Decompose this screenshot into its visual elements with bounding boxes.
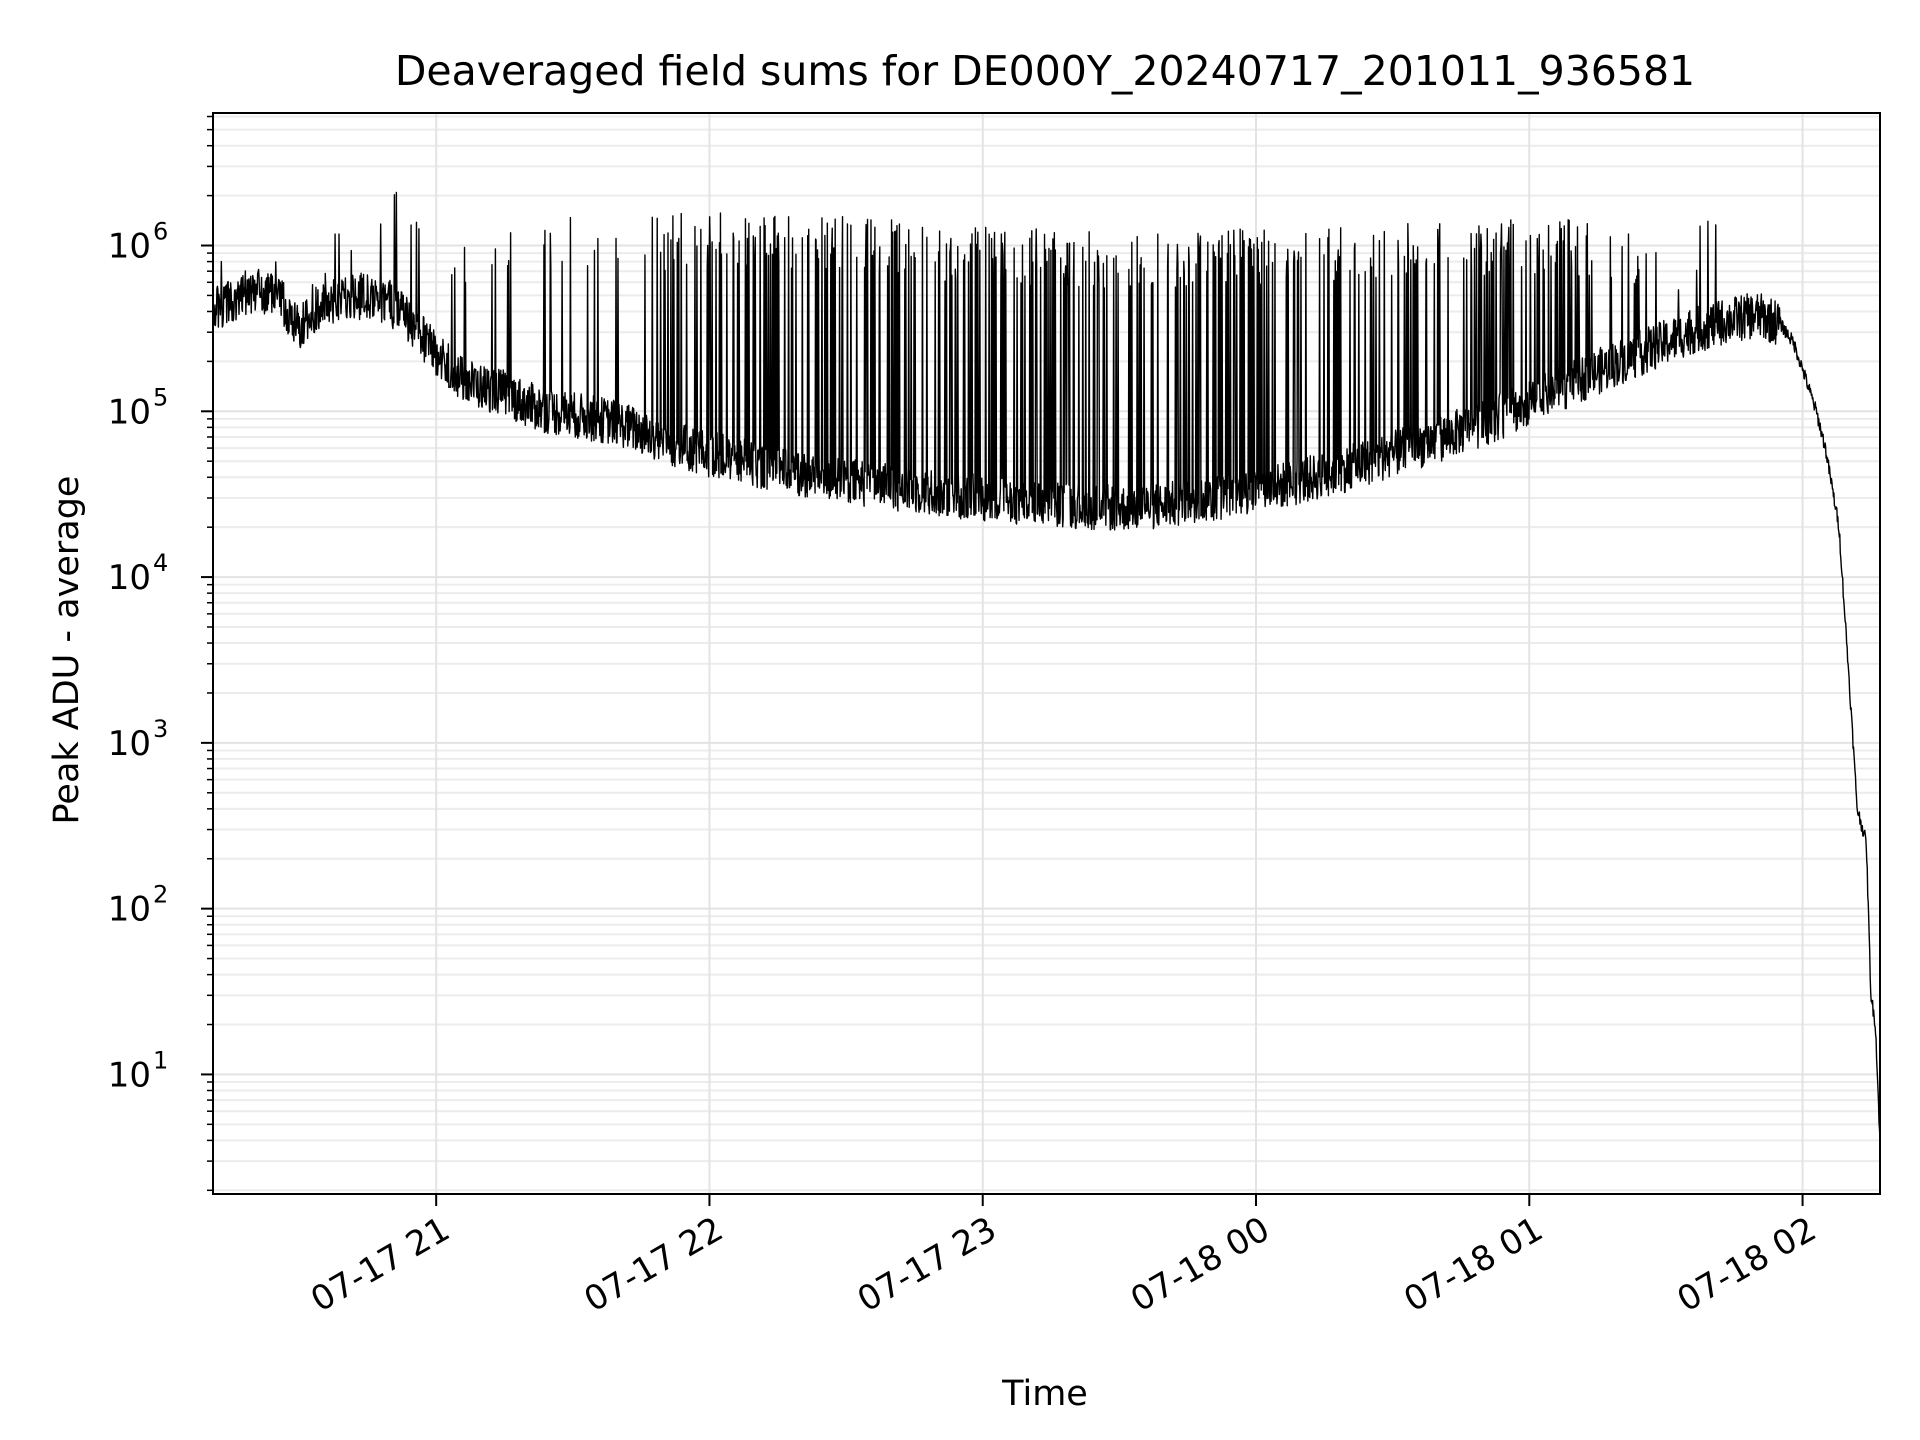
- y-tick-exponent: 2: [153, 881, 168, 909]
- y-tick-exponent: 1: [153, 1046, 168, 1074]
- y-tick-label: 10: [108, 227, 151, 267]
- y-tick-label: 10: [108, 392, 151, 432]
- y-tick-exponent: 4: [153, 549, 168, 577]
- y-tick-label: 10: [108, 558, 151, 598]
- y-axis-label: Peak ADU - average: [47, 476, 87, 825]
- minor-grid: [213, 115, 1880, 1192]
- plot-frame: [212, 112, 1881, 1195]
- series-line: [212, 191, 1881, 1139]
- y-tick-label: 10: [108, 890, 151, 930]
- y-tick-exponent: 5: [153, 383, 168, 411]
- y-tick-label: 10: [108, 1055, 151, 1095]
- series-layer: [212, 191, 1881, 1139]
- x-axis-label: Time: [1001, 1374, 1088, 1414]
- chart-title: Deaveraged field sums for DE000Y_2024071…: [395, 47, 1695, 95]
- y-tick-exponent: 3: [153, 715, 168, 743]
- y-tick-exponent: 6: [153, 218, 168, 246]
- y-tick-label: 10: [108, 724, 151, 764]
